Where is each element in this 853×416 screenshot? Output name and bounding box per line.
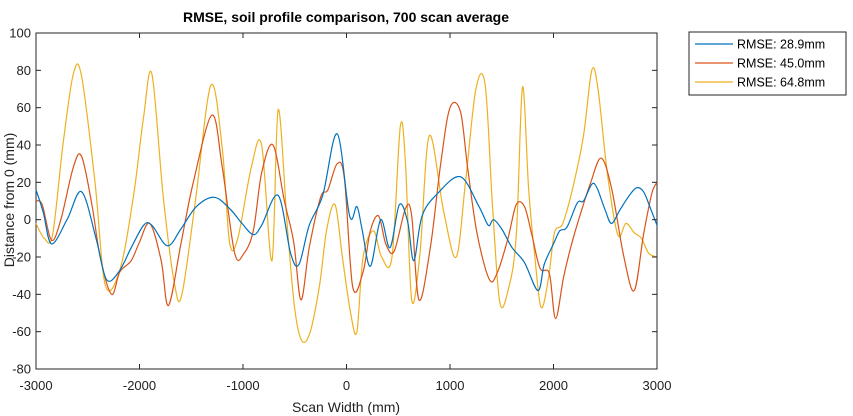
- x-tick-label: 1000: [436, 378, 465, 393]
- legend-label-1: RMSE: 28.9mm: [737, 38, 825, 52]
- y-tick-label: -80: [12, 362, 31, 377]
- x-tick-label: -3000: [19, 378, 52, 393]
- x-tick-label: 3000: [643, 378, 672, 393]
- y-tick-label: 40: [17, 138, 31, 153]
- series-layer: [35, 63, 658, 343]
- y-tick-label: -60: [12, 324, 31, 339]
- legend: RMSE: 28.9mm RMSE: 45.0mm RMSE: 64.8mm: [688, 31, 847, 96]
- y-tick-label: 60: [17, 100, 31, 115]
- x-axis-label: Scan Width (mm): [292, 399, 400, 415]
- y-tick-label: 100: [9, 26, 31, 41]
- x-tick-label: -2000: [123, 378, 156, 393]
- legend-label-3: RMSE: 64.8mm: [737, 76, 825, 90]
- y-tick-label: -20: [12, 250, 31, 265]
- x-tick-label: -1000: [226, 378, 259, 393]
- legend-box: [688, 31, 847, 96]
- plot-area: [35, 32, 658, 370]
- series-line-1: [35, 133, 658, 292]
- y-axis-label: Distance from 0 (mm): [1, 133, 17, 268]
- y-tick-label: 80: [17, 63, 31, 78]
- x-tick-label: 0: [343, 378, 350, 393]
- y-tick-label: -40: [12, 287, 31, 302]
- y-axis-ticks: -80 -60 -40 -20 0 20 40 60 80 100: [9, 26, 657, 377]
- x-tick-label: 2000: [539, 378, 568, 393]
- y-tick-label: 20: [17, 175, 31, 190]
- series-line-3: [35, 63, 658, 343]
- x-axis-ticks: -3000 -2000 -1000 0 1000 2000 3000: [19, 33, 671, 393]
- chart-title: RMSE, soil profile comparison, 700 scan …: [183, 9, 509, 25]
- legend-label-2: RMSE: 45.0mm: [737, 57, 825, 71]
- series-line-2: [35, 101, 658, 320]
- y-tick-label: 0: [24, 212, 31, 227]
